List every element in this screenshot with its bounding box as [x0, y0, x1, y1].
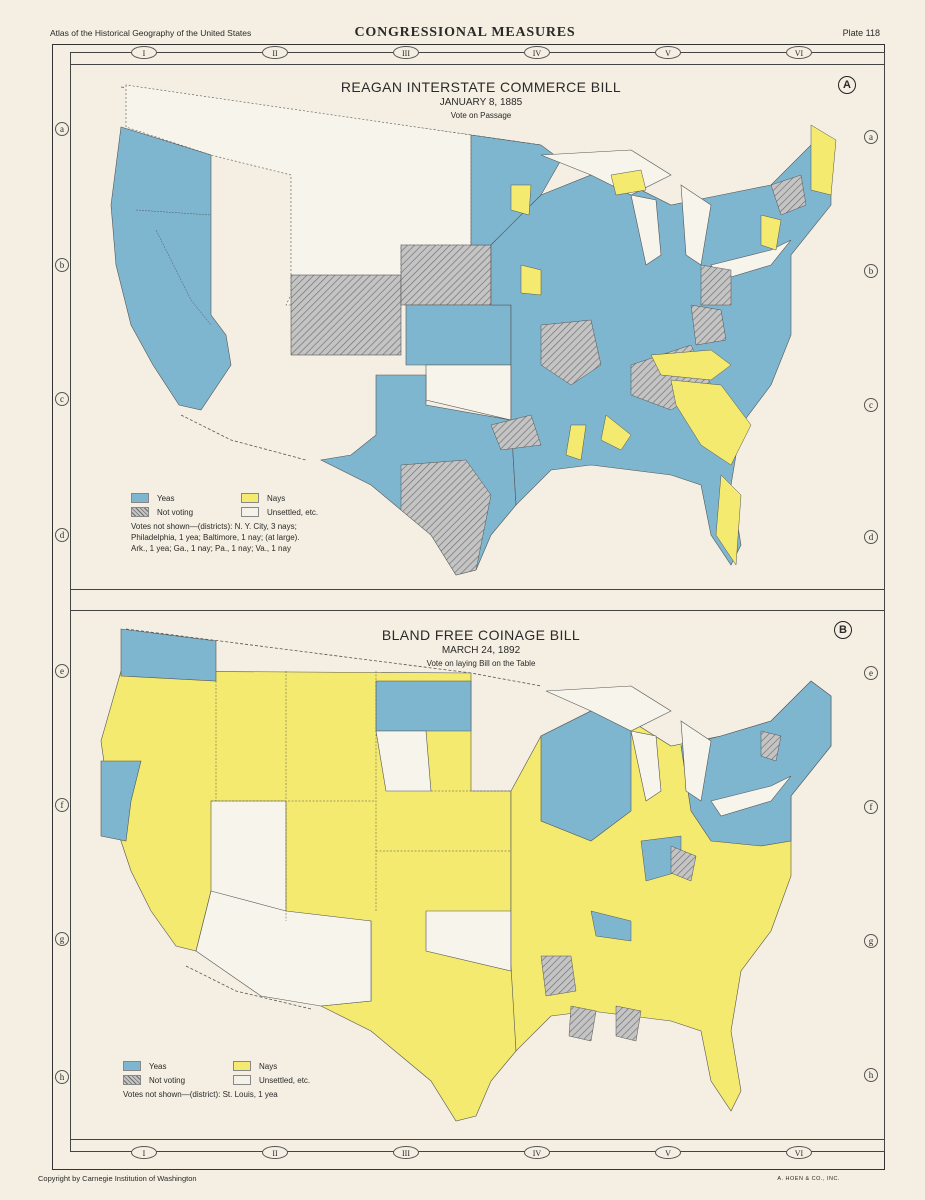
legend-swatch	[123, 1061, 141, 1071]
row-marker-right: g	[864, 934, 878, 948]
legend-unsettled: Unsettled, etc.	[233, 1075, 310, 1085]
column-marker-top: V	[655, 46, 681, 59]
colorado-not-voting	[290, 274, 402, 356]
column-marker-bottom: II	[262, 1146, 288, 1159]
legend-label: Unsettled, etc.	[267, 507, 319, 517]
mexico-boundary	[180, 414, 307, 461]
legend-label: Nays	[259, 1061, 278, 1071]
row-marker-right: h	[864, 1068, 878, 1082]
map-b-subtitle: Vote on laying Bill on the Table	[426, 659, 536, 668]
legend-note: Ark., 1 yea; Ga., 1 nay; Pa., 1 nay; Va.…	[131, 544, 291, 553]
column-marker-top: III	[393, 46, 419, 59]
south-dakota-unsettled	[375, 730, 432, 792]
texas-not-voting	[400, 459, 492, 576]
nebraska-not-voting	[400, 244, 492, 306]
map-b-badge: B	[834, 621, 852, 639]
column-marker-top: I	[131, 46, 157, 59]
row-marker-left: f	[55, 798, 69, 812]
column-marker-bottom: IV	[524, 1146, 550, 1159]
legend-label: Not voting	[157, 507, 194, 517]
legend-unsettled: Unsettled, etc.	[241, 507, 318, 517]
map-b-graphic	[100, 628, 832, 1122]
engraver-credit: A. HOEN & CO., INC.	[777, 1176, 840, 1182]
legend-not-voting: Not voting	[123, 1075, 185, 1085]
column-marker-top: II	[262, 46, 288, 59]
legend-yeas: Yeas	[123, 1061, 167, 1071]
east-not-voting	[540, 730, 782, 1042]
row-marker-right: e	[864, 666, 878, 680]
great-lakes	[545, 685, 792, 817]
row-marker-right: d	[864, 530, 878, 544]
row-marker-right: c	[864, 398, 878, 412]
west-nays	[100, 670, 517, 1122]
mexico-boundary	[185, 965, 312, 1010]
map-b-date: MARCH 24, 1892	[441, 645, 521, 656]
row-marker-left: d	[55, 528, 69, 542]
southwest-unsettled	[195, 890, 372, 1007]
washington-yeas	[120, 628, 217, 682]
row-marker-right: f	[864, 800, 878, 814]
legend-swatch	[241, 507, 259, 517]
plate-number: Plate 118	[842, 28, 880, 38]
map-b-legend: Yeas Nays Not voting Unsettled, etc. Vot…	[123, 1061, 383, 1121]
legend-nays: Nays	[241, 493, 285, 503]
legend-note: Votes not shown—(district): St. Louis, 1…	[123, 1090, 278, 1099]
row-marker-right: b	[864, 264, 878, 278]
map-a-graphic	[110, 84, 837, 576]
legend-swatch	[123, 1075, 141, 1085]
map-a-badge: A	[838, 76, 856, 94]
map-a-date: JANUARY 8, 1885	[439, 97, 523, 108]
column-marker-bottom: VI	[786, 1146, 812, 1159]
map-a-subtitle: Vote on Passage	[450, 111, 512, 120]
north-dakota-yeas	[375, 680, 472, 732]
row-marker-right: a	[864, 130, 878, 144]
legend-swatch	[241, 493, 259, 503]
legend-note: Philadelphia, 1 yea; Baltimore, 1 nay; (…	[131, 533, 300, 542]
map-b-panel: B BLAND FREE COINAGE BILL MARCH 24, 1892…	[70, 610, 885, 1140]
column-marker-bottom: I	[131, 1146, 157, 1159]
row-marker-left: b	[55, 258, 69, 272]
legend-label: Nays	[267, 493, 286, 503]
map-b-title-block: BLAND FREE COINAGE BILL MARCH 24, 1892 V…	[271, 627, 691, 668]
row-marker-left: g	[55, 932, 69, 946]
inner-frame	[70, 52, 885, 1152]
legend-not-voting: Not voting	[131, 507, 193, 517]
plate-title: CONGRESSIONAL MEASURES	[354, 25, 576, 40]
legend-label: Unsettled, etc.	[259, 1075, 311, 1085]
row-marker-left: h	[55, 1070, 69, 1084]
legend-swatch	[233, 1061, 251, 1071]
east-nays	[510, 124, 837, 566]
atlas-title: Atlas of the Historical Geography of the…	[50, 28, 252, 38]
west-coast-yeas	[110, 126, 232, 411]
plate-header: Atlas of the Historical Geography of the…	[50, 22, 880, 42]
row-marker-left: c	[55, 392, 69, 406]
legend-nays: Nays	[233, 1061, 277, 1071]
map-a-panel: A REAGAN INTERSTATE COMMERCE BILL JANUAR…	[70, 64, 885, 590]
column-marker-top: VI	[786, 46, 812, 59]
map-b-title: BLAND FREE COINAGE BILL	[381, 627, 581, 643]
legend-swatch	[131, 493, 149, 503]
map-a-title: REAGAN INTERSTATE COMMERCE BILL	[340, 79, 622, 95]
legend-note: Votes not shown—(districts): N. Y. City,…	[131, 522, 297, 531]
unsettled-northwest	[125, 84, 472, 306]
map-a-legend: Yeas Nays Not voting Unsettled, etc. Vot…	[131, 493, 391, 583]
great-lakes	[540, 149, 792, 281]
column-marker-bottom: V	[655, 1146, 681, 1159]
copyright-note: Copyright by Carnegie Institution of Was…	[38, 1174, 197, 1183]
row-marker-left: e	[55, 664, 69, 678]
map-a-title-block: REAGAN INTERSTATE COMMERCE BILL JANUARY …	[271, 79, 691, 120]
legend-label: Yeas	[149, 1061, 167, 1071]
kansas-yeas	[405, 304, 512, 366]
column-marker-top: IV	[524, 46, 550, 59]
legend-swatch	[131, 507, 149, 517]
oregon-coast-yeas	[100, 760, 142, 842]
legend-yeas: Yeas	[131, 493, 175, 503]
legend-label: Yeas	[157, 493, 175, 503]
row-marker-left: a	[55, 122, 69, 136]
legend-label: Not voting	[149, 1075, 186, 1085]
legend-swatch	[233, 1075, 251, 1085]
column-marker-bottom: III	[393, 1146, 419, 1159]
